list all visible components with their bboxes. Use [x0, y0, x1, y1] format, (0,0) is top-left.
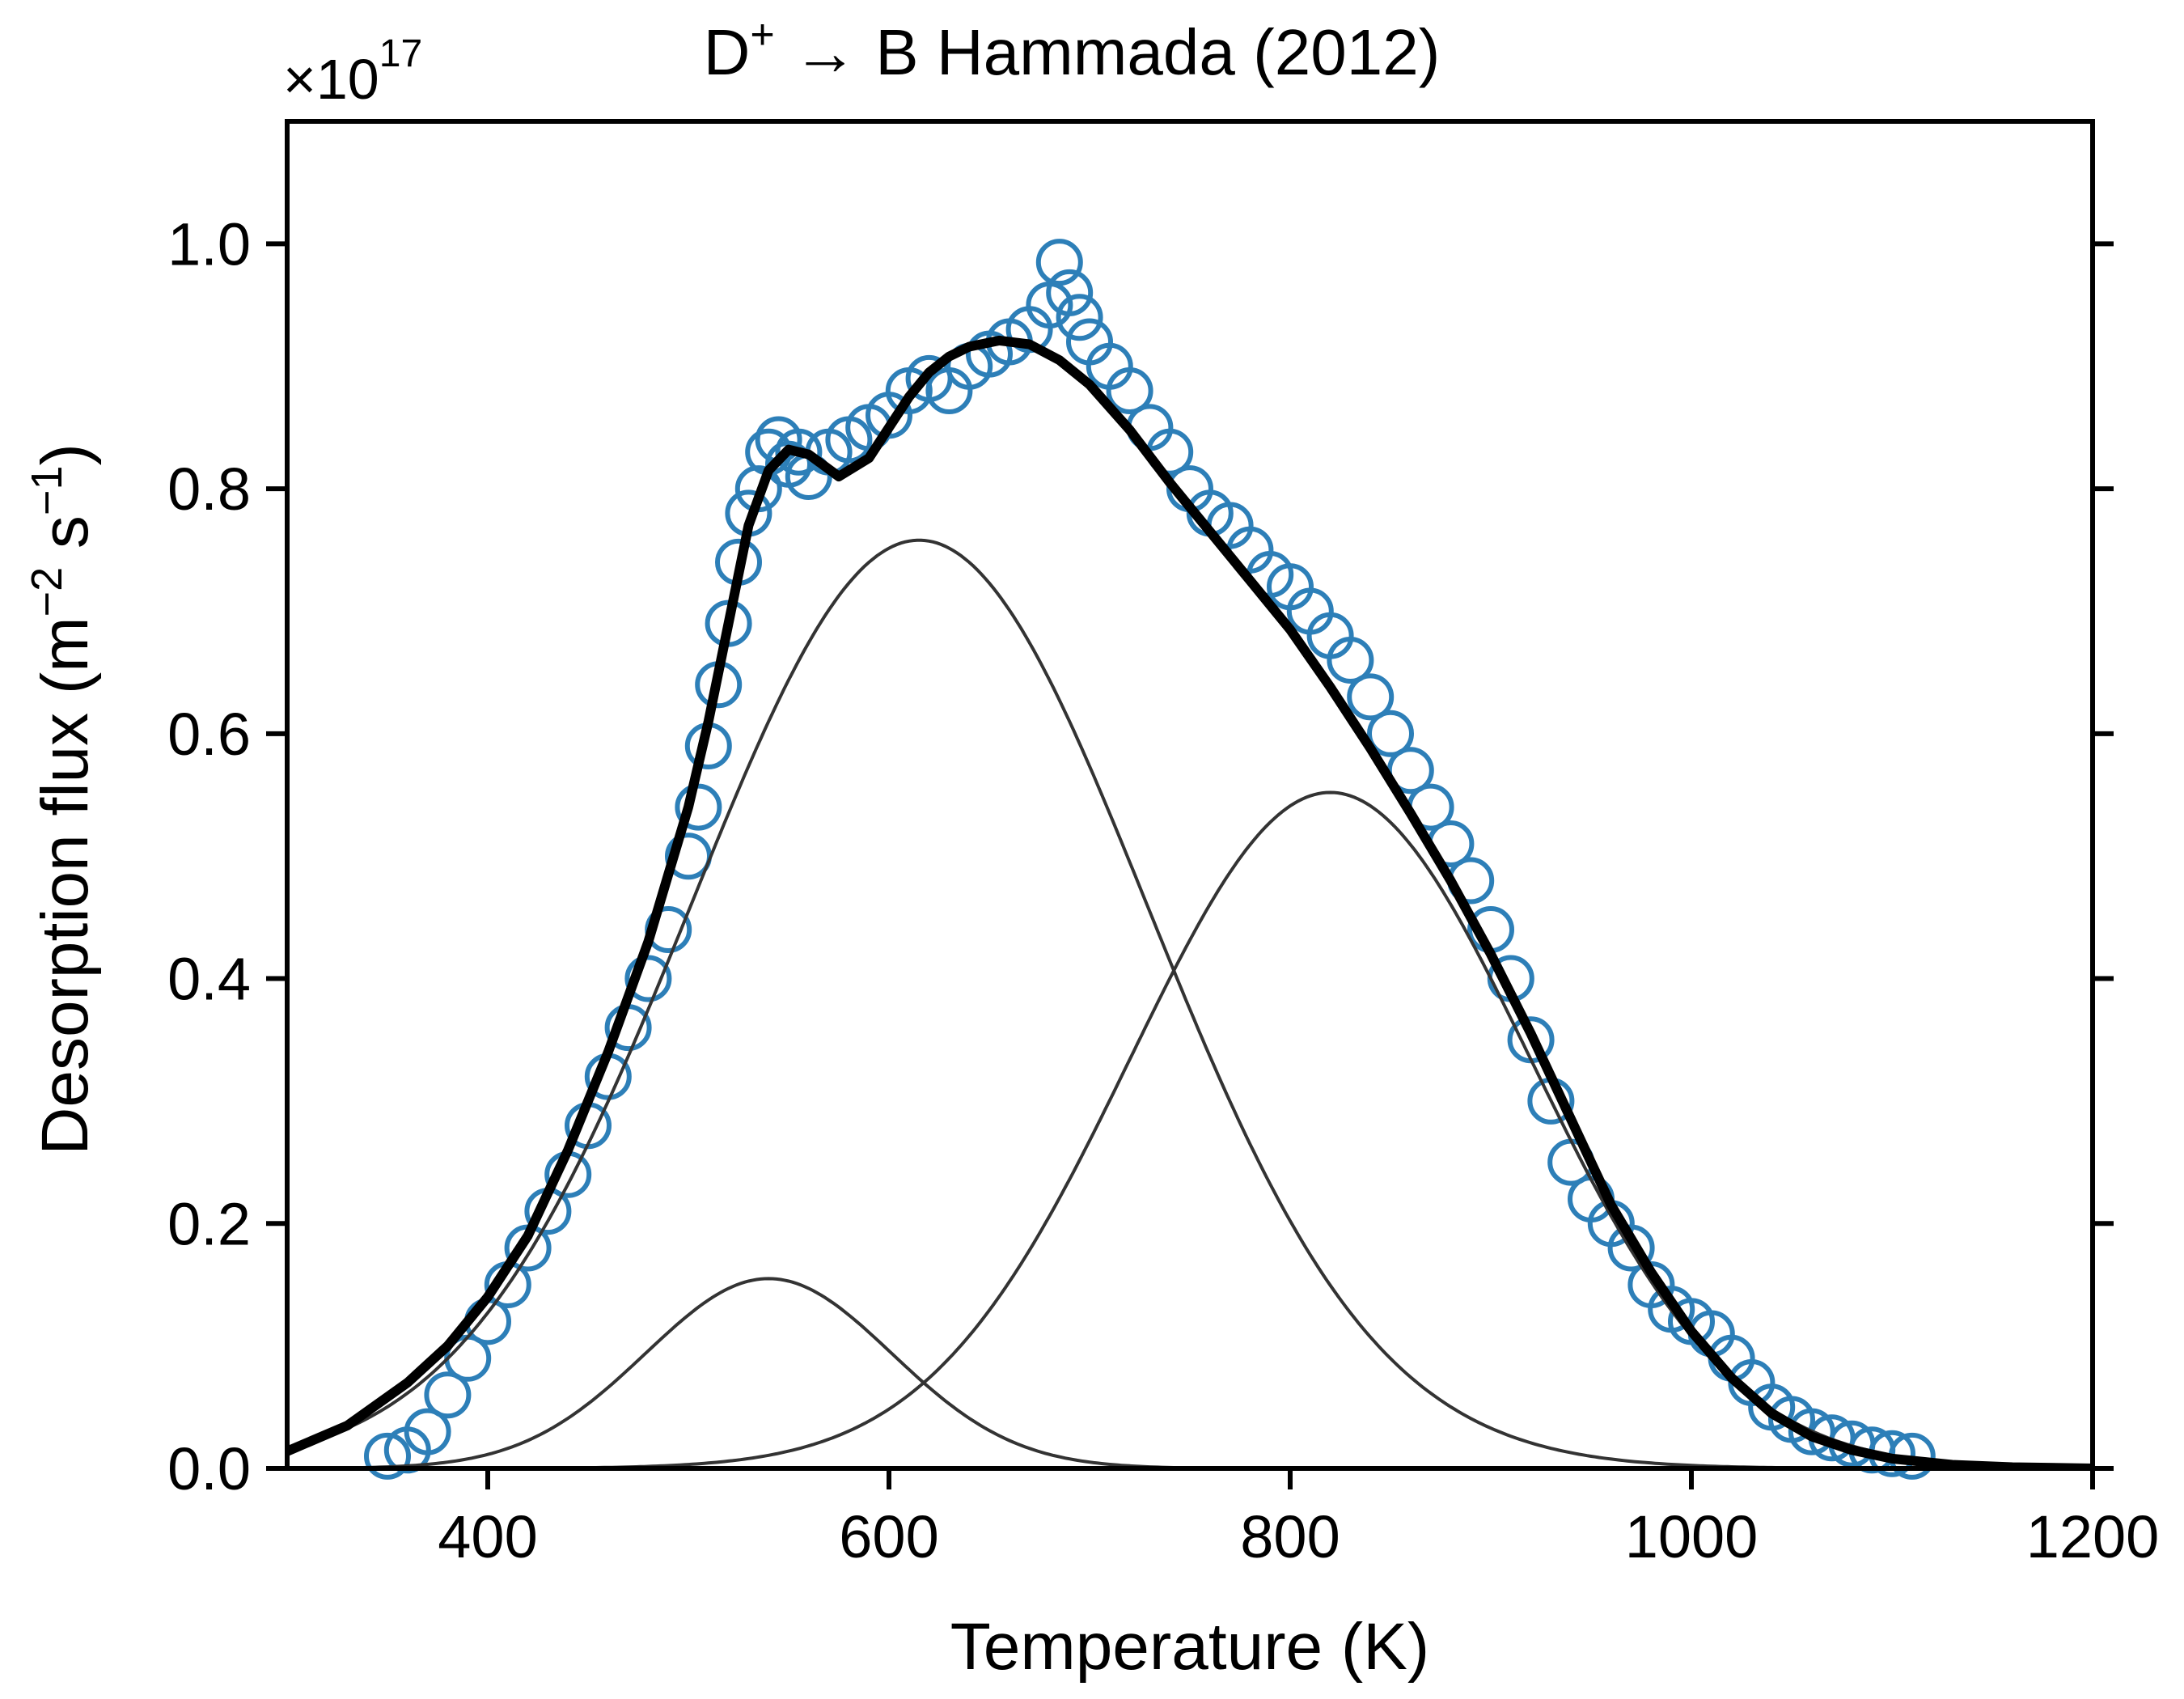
data-point — [675, 783, 722, 831]
data-point — [1046, 269, 1094, 316]
x-axis-label: Temperature (K) — [950, 1610, 1429, 1684]
data-point — [1035, 239, 1083, 286]
component-peak-curve — [287, 790, 2093, 1468]
axis-ticks: 400 600 800 1000 1200 0.0 0.2 0.4 0.6 0.8 1.0 — [167, 210, 2159, 1570]
total-fit-curve — [287, 335, 2093, 1468]
x-tick-label: 1000 — [1625, 1503, 1759, 1570]
data-point — [364, 1432, 411, 1480]
y-tick-label: 0.6 — [167, 701, 251, 768]
data-point — [404, 1408, 451, 1455]
x-tick-label: 1200 — [2026, 1503, 2160, 1570]
data-point — [1347, 673, 1395, 721]
data-point — [775, 428, 823, 476]
y-tick-label: 0.4 — [167, 946, 251, 1013]
data-point — [1607, 1224, 1655, 1272]
data-point — [424, 1371, 472, 1419]
y-tick-label: 0.0 — [167, 1435, 251, 1502]
y-multiplier: ×1017 — [283, 32, 422, 111]
data-point — [1367, 710, 1414, 757]
y-axis-label: Desorption flux (m−2 s−1) — [23, 443, 102, 1155]
y-tick-label: 0.8 — [167, 455, 251, 523]
data-point — [624, 955, 672, 1002]
data-point — [1106, 367, 1153, 414]
x-tick-label: 600 — [839, 1503, 938, 1570]
data-point — [1327, 637, 1374, 684]
component-peak-curve — [287, 538, 2093, 1468]
chart-title: D+ → B Hammada (2012) — [704, 11, 1441, 88]
plot-area — [287, 239, 2093, 1480]
data-point — [1056, 294, 1103, 341]
y-tick-label: 1.0 — [167, 210, 251, 278]
axes-frame — [285, 119, 2095, 1471]
x-tick-label: 800 — [1240, 1503, 1340, 1570]
x-tick-label: 400 — [438, 1503, 537, 1570]
y-tick-label: 0.2 — [167, 1190, 251, 1257]
